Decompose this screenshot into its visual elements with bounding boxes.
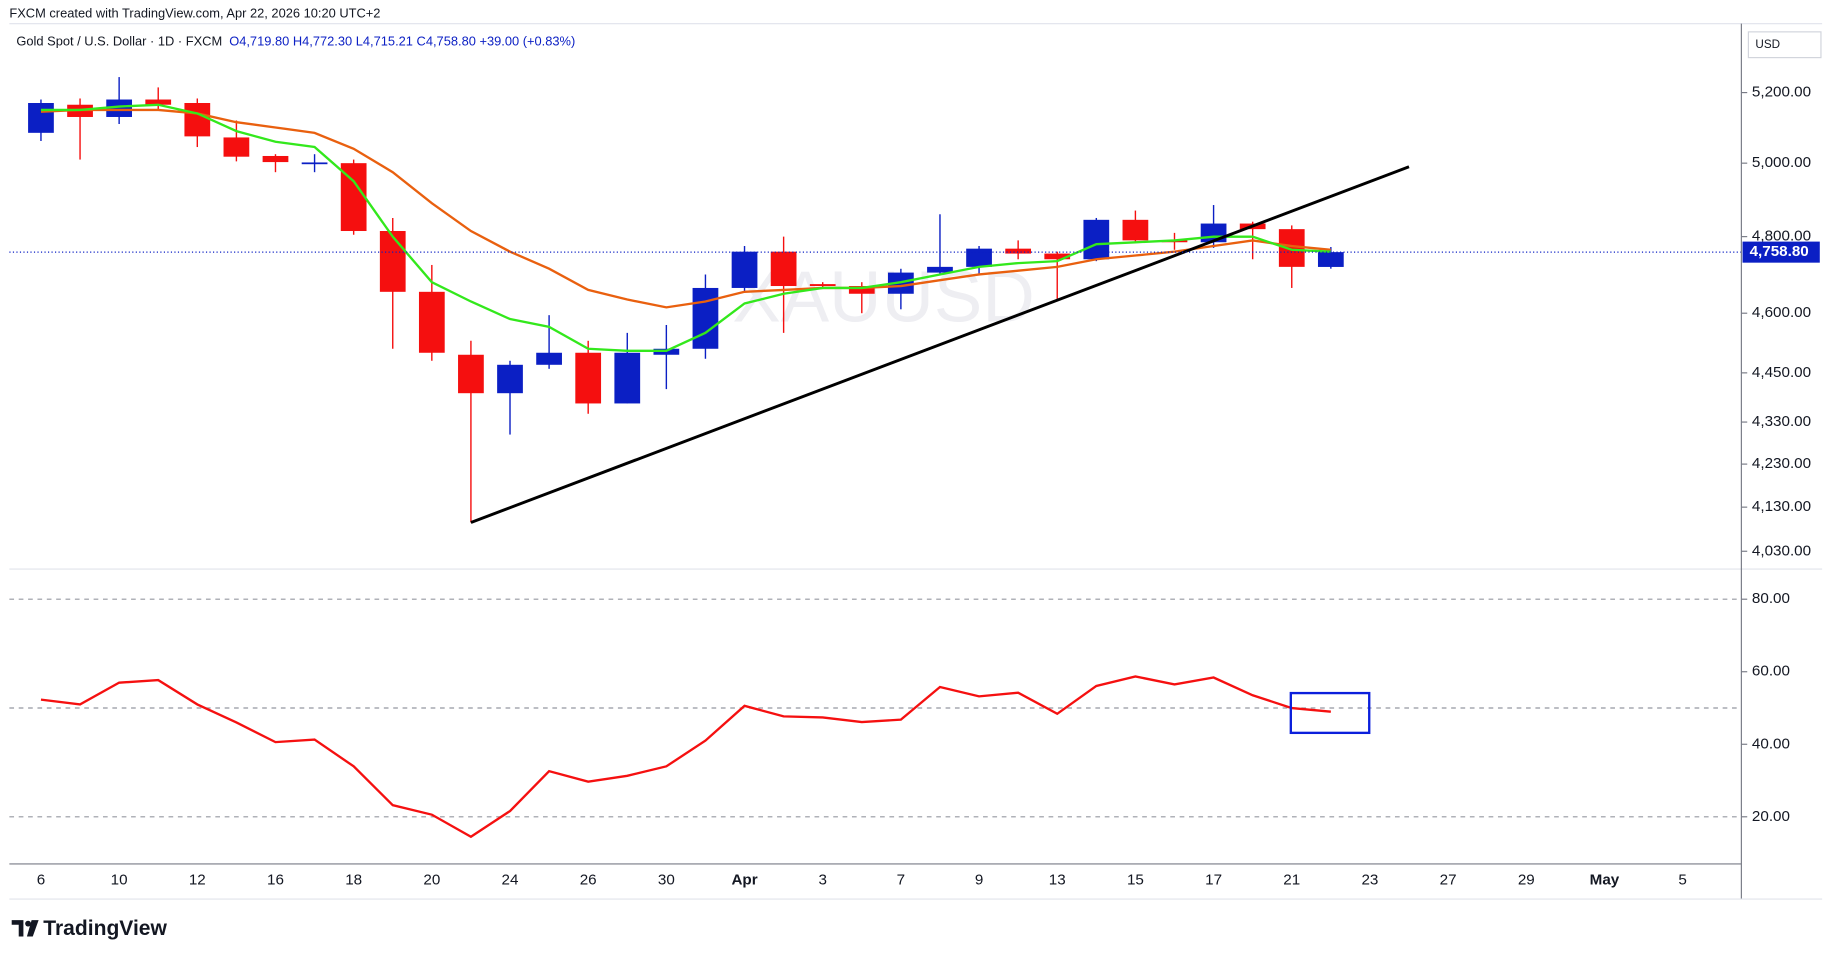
moving-average [40, 103, 1331, 352]
rsi-line [40, 675, 1331, 839]
candle-body [1044, 253, 1071, 260]
y-tick-label: 5,000.00 [1752, 154, 1811, 171]
x-tick-label: 18 [345, 871, 362, 888]
candle-body [770, 251, 797, 287]
x-tick-label: 21 [1283, 871, 1300, 888]
candle-body [184, 102, 211, 137]
logo-mark [11, 920, 24, 937]
logo-mark [25, 920, 32, 927]
candle-body [106, 99, 133, 117]
candle-body [536, 352, 562, 365]
y-tick-label: 4,800.00 [1752, 228, 1811, 245]
y-tick-label: 4,330.00 [1752, 413, 1811, 430]
x-tick-label: 29 [1518, 871, 1535, 888]
candle-body [223, 137, 250, 157]
x-tick-label: 9 [975, 871, 983, 888]
y-tick-label: 20.00 [1752, 808, 1790, 825]
x-tick-label: Apr [731, 871, 757, 888]
x-tick-label: 23 [1361, 871, 1378, 888]
candle-body [28, 102, 54, 133]
candle-body [145, 99, 172, 105]
y-tick-label: 5,200.00 [1752, 84, 1811, 101]
x-tick-label: 15 [1127, 871, 1144, 888]
candle-body [262, 155, 289, 163]
x-tick-label: 30 [658, 871, 675, 888]
x-tick-label: 7 [897, 871, 905, 888]
footer-brand: TradingView [43, 917, 167, 940]
logo: TradingView [11, 917, 168, 940]
candle-body [927, 266, 953, 273]
x-tick-label: 3 [818, 871, 826, 888]
y-tick-label: 4,130.00 [1752, 498, 1811, 515]
x-tick-label: 6 [37, 871, 45, 888]
candle-body [1005, 248, 1032, 254]
y-tick-label: 4,600.00 [1752, 304, 1811, 321]
trendline [470, 165, 1410, 524]
y-tick-label: 60.00 [1752, 663, 1790, 680]
credit: FXCM created with TradingView.com, Apr 2… [9, 6, 380, 21]
last-price-box [1742, 241, 1820, 263]
x-tick-label: 20 [423, 871, 440, 888]
candle-body [1317, 252, 1344, 267]
y-tick-label: 4,230.00 [1752, 455, 1811, 472]
last-price-label: 4,758.80 [1750, 243, 1809, 260]
moving-average [40, 108, 1331, 309]
candle-body [848, 286, 875, 294]
x-tick-label: 10 [111, 871, 128, 888]
currency: USD [1755, 38, 1780, 51]
x-tick-label: May [1590, 871, 1620, 888]
x-tick-label: 24 [502, 871, 519, 888]
y-tick-label: 4,450.00 [1752, 364, 1811, 381]
logo-mark [26, 920, 39, 937]
ohlc: O4,719.80 H4,772.30 L4,715.21 C4,758.80 … [229, 34, 575, 49]
candle-body [731, 251, 758, 288]
x-tick-label: 26 [580, 871, 597, 888]
candle-body [497, 364, 523, 394]
y-tick-label: 40.00 [1752, 735, 1790, 752]
candle-body [1122, 219, 1149, 241]
y-tick-label: 4,030.00 [1752, 542, 1811, 559]
candle-body [379, 231, 406, 292]
x-tick-label: 5 [1678, 871, 1686, 888]
x-tick-label: 16 [267, 871, 284, 888]
y-tick-label: 80.00 [1752, 590, 1790, 607]
candle-body [418, 291, 445, 353]
x-tick-label: 27 [1440, 871, 1457, 888]
candle-body [1083, 219, 1110, 260]
candle-body [575, 352, 602, 404]
legend: Gold Spot / U.S. Dollar · 1D · FXCM O4,71… [16, 34, 575, 49]
candle-body [614, 352, 641, 404]
candle-body [966, 248, 992, 267]
x-tick-label: 12 [189, 871, 206, 888]
candle-body [809, 284, 836, 287]
candle-body [458, 354, 484, 394]
highlight-box [1289, 691, 1371, 735]
currency-box [1747, 31, 1822, 59]
x-tick-label: 13 [1049, 871, 1066, 888]
x-tick-label: 17 [1205, 871, 1222, 888]
symbol: Gold Spot / U.S. Dollar · 1D · FXCM [16, 34, 222, 49]
plot: 4,030.00 4,130.00 4,230.00 4,330.00 4,450.00… [9, 77, 1820, 888]
candle-body [301, 162, 328, 165]
candle-body [692, 287, 719, 349]
